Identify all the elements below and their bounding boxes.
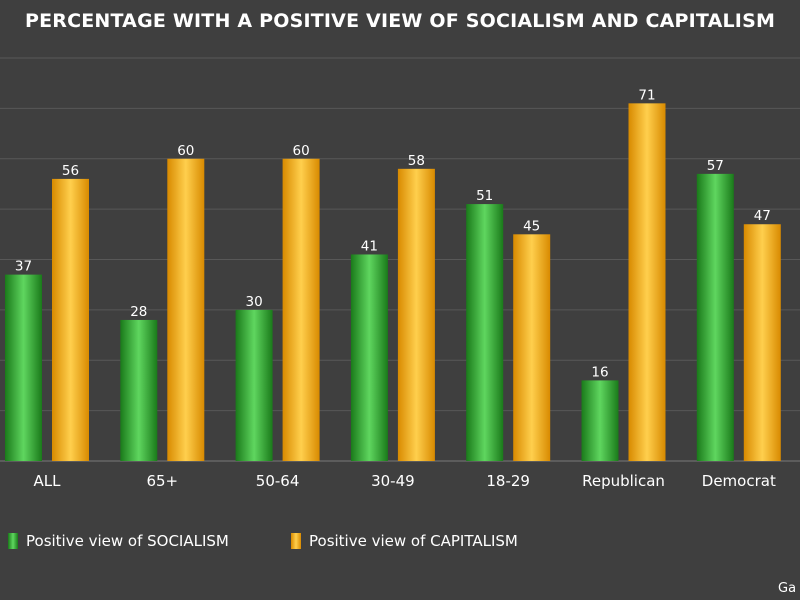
category-label: 65+ [146,472,178,490]
chart-title: PERCENTAGE WITH A POSITIVE VIEW OF SOCIA… [24,10,776,32]
value-label: 71 [638,87,655,103]
category-label: 18-29 [486,472,530,490]
category-label: 30-49 [371,472,415,490]
bar-socialism [350,254,388,461]
value-label: 56 [62,163,79,179]
legend: Positive view of SOCIALISM Positive view … [8,532,518,550]
bar-capitalism [167,158,205,461]
value-label: 47 [754,208,771,224]
value-label: 16 [591,364,608,380]
legend-swatch-socialism [8,533,18,549]
category-label: 50-64 [256,472,300,490]
bar-socialism [5,274,42,461]
source-label: Ga [778,581,796,596]
bar-capitalism [52,178,89,461]
category-label: ALL [34,472,62,490]
bar-capitalism [513,234,551,461]
bar-socialism [581,380,619,461]
value-label: 28 [130,304,147,320]
bars [5,103,781,462]
value-label: 51 [476,188,493,204]
bar-socialism [120,319,158,461]
value-labels: 37 56 28 60 30 60 41 58 51 45 16 71 57 47 [15,87,771,380]
value-label: 58 [408,153,425,169]
category-label: Democrat [702,472,776,490]
category-labels: ALL 65+ 50-64 30-49 18-29 Republican Democrat [34,472,776,490]
bar-capitalism [282,158,320,461]
category-label: Republican [582,472,665,490]
legend-label-capitalism: Positive view of CAPITALISM [309,532,518,550]
bar-socialism [696,173,734,462]
bar-socialism [235,309,273,461]
value-label: 30 [246,294,263,310]
value-label: 60 [177,143,194,159]
value-label: 37 [15,259,32,275]
bar-socialism [466,204,504,461]
legend-label-socialism: Positive view of SOCIALISM [26,532,229,550]
value-label: 41 [361,238,378,254]
legend-swatch-capitalism [291,533,301,549]
value-label: 60 [293,143,310,159]
value-label: 57 [707,158,724,174]
bar-capitalism [743,224,781,461]
bar-capitalism [628,103,666,462]
value-label: 45 [523,218,540,234]
bar-capitalism [397,168,435,461]
